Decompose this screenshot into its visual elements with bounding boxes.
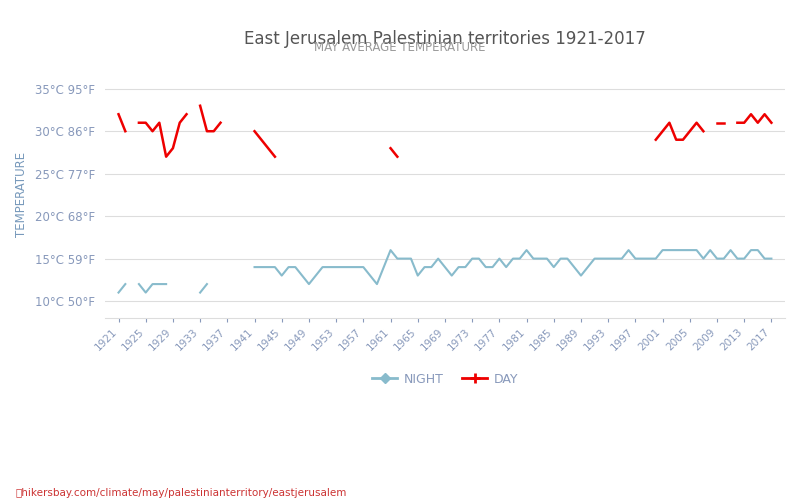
Legend: NIGHT, DAY: NIGHT, DAY bbox=[367, 368, 522, 390]
Text: 📍hikersbay.com/climate/may/palestinianterritory/eastjerusalem: 📍hikersbay.com/climate/may/palestiniante… bbox=[16, 488, 347, 498]
Title: East Jerusalem Palestinian territories 1921-2017: East Jerusalem Palestinian territories 1… bbox=[244, 30, 646, 48]
Y-axis label: TEMPERATURE: TEMPERATURE bbox=[15, 152, 28, 238]
Text: MAY AVERAGE TEMPERATURE: MAY AVERAGE TEMPERATURE bbox=[314, 41, 486, 54]
